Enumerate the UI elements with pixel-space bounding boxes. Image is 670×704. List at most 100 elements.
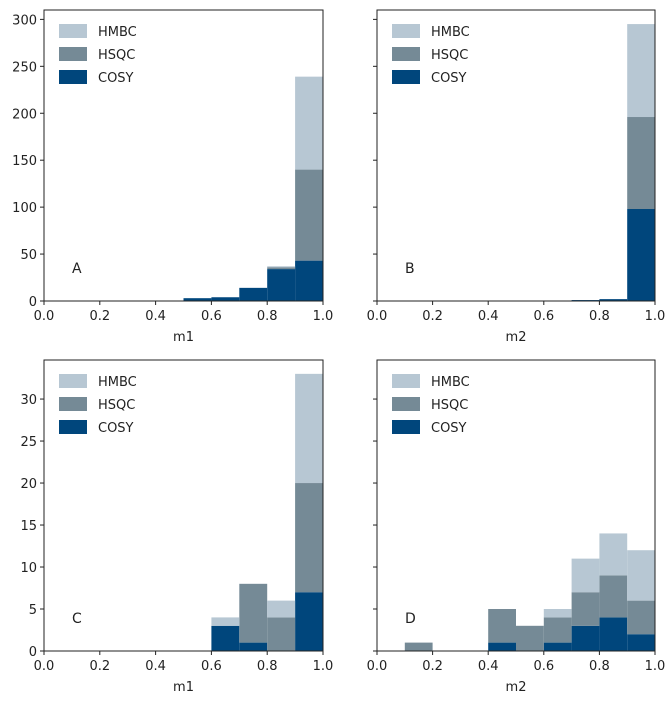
x-tick-label: 1.0 (645, 659, 666, 674)
y-tick-label: 50 (20, 248, 37, 263)
bar-cosy (295, 592, 323, 651)
legend-label: HMBC (98, 25, 137, 40)
bar-hmbc (599, 533, 628, 576)
legend-label: HSQC (431, 48, 468, 63)
x-tick-label: 0.8 (589, 659, 610, 674)
bar-cosy (627, 209, 655, 301)
panel-D: 0.0 0.2 0.4 0.6 0.8 1.0 m2 D HMBC HSQC COSY (367, 359, 666, 695)
bar-cosy (239, 642, 268, 651)
bar-hmbc (295, 373, 323, 484)
bar-hsqc (599, 575, 628, 618)
legend-label: HMBC (98, 375, 137, 390)
legend-swatch-cosy (392, 420, 420, 434)
x-tick-label: 1.0 (313, 659, 334, 674)
x-tick-label: 0.4 (145, 309, 166, 324)
y-tick-label: 100 (12, 201, 37, 216)
bar-hmbc (627, 24, 655, 118)
panel-C: 0.0 0.2 0.4 0.6 0.8 1.0 0 5 10 15 20 25 30 m1 C HMBC HSQ… (20, 359, 334, 695)
x-tick-label: 0.8 (257, 659, 278, 674)
y-tick-label: 150 (12, 154, 37, 169)
x-tick-label: 0.0 (367, 309, 388, 324)
y-tick-label: 5 (29, 603, 37, 618)
y-tick-label: 30 (20, 393, 37, 408)
x-tick-label: 0.0 (34, 659, 55, 674)
legend-swatch-hsqc (392, 397, 420, 411)
legend-swatch-hmbc (392, 24, 420, 38)
bar-hsqc (627, 117, 655, 210)
panel-label: D (405, 611, 416, 627)
bar-cosy (239, 287, 268, 301)
x-tick-label: 0.6 (201, 659, 222, 674)
bar-hmbc (295, 76, 323, 170)
x-tick-label: 1.0 (645, 309, 666, 324)
bar-cosy (599, 617, 628, 651)
axes-frame (376, 9, 656, 302)
panel-A: 0.0 0.2 0.4 0.6 0.8 1.0 0 50 100 150 200 250 300 m1 A H… (12, 9, 334, 345)
y-tick-label: 0 (29, 295, 37, 310)
legend-swatch-hmbc (392, 374, 420, 388)
bar-cosy (488, 642, 516, 651)
panel-label: A (72, 261, 82, 277)
legend-swatch-hsqc (392, 47, 420, 61)
x-tick-label: 0.2 (89, 659, 110, 674)
bar-cosy (211, 297, 240, 301)
bar-hsqc (488, 609, 516, 643)
legend-swatch-hmbc (59, 24, 87, 38)
bar-hsqc (267, 617, 296, 651)
legend-label: HSQC (98, 48, 135, 63)
bar-hsqc (267, 267, 296, 270)
bar-cosy (543, 642, 572, 651)
x-tick-label: 0.8 (257, 309, 278, 324)
bar-hmbc (267, 600, 296, 618)
y-tick-label: 200 (12, 107, 37, 122)
bar-hmbc (571, 558, 600, 593)
bar-hmbc (267, 266, 296, 268)
bar-cosy (183, 298, 212, 301)
x-tick-label: 0.2 (422, 659, 443, 674)
x-tick-label: 0.6 (533, 659, 554, 674)
bar-hsqc (295, 483, 323, 593)
x-tick-label: 0.4 (478, 659, 499, 674)
x-tick-label: 1.0 (313, 309, 334, 324)
panel-label: B (405, 261, 415, 277)
x-tick-label: 0.6 (201, 309, 222, 324)
bar-hsqc (239, 583, 268, 643)
panel-B: 0.0 0.2 0.4 0.6 0.8 1.0 m2 B HMBC HSQC COSY (367, 9, 666, 345)
bar-cosy (211, 625, 240, 651)
bar-hmbc (211, 617, 240, 626)
axes-frame (43, 359, 324, 652)
x-axis-label: m1 (173, 330, 194, 345)
bar-hmbc (543, 609, 572, 618)
legend-label: COSY (431, 71, 467, 86)
x-tick-label: 0.6 (533, 309, 554, 324)
y-tick-label: 0 (29, 645, 37, 660)
bar-hsqc (295, 169, 323, 261)
bar-hsqc (543, 617, 572, 643)
x-tick-label: 0.4 (145, 659, 166, 674)
legend-label: COSY (98, 71, 134, 86)
x-tick-label: 0.0 (34, 309, 55, 324)
bar-hsqc (404, 642, 433, 651)
y-tick-label: 20 (20, 477, 37, 492)
panel-label: C (72, 611, 82, 627)
legend-label: HMBC (431, 25, 470, 40)
x-axis-label: m1 (173, 680, 194, 695)
bar-hmbc (627, 550, 655, 601)
x-axis-label: m2 (506, 680, 527, 695)
bar-cosy (295, 260, 323, 301)
legend-swatch-hsqc (59, 397, 87, 411)
x-tick-label: 0.2 (89, 309, 110, 324)
y-tick-label: 250 (12, 60, 37, 75)
x-tick-label: 0.0 (367, 659, 388, 674)
bar-hsqc (627, 600, 655, 635)
bar-hsqc (516, 625, 544, 651)
y-tick-label: 10 (20, 561, 37, 576)
y-tick-label: 25 (20, 435, 37, 450)
legend-swatch-hmbc (59, 374, 87, 388)
bar-cosy (599, 299, 628, 301)
legend-swatch-cosy (392, 70, 420, 84)
bar-hsqc (571, 592, 600, 626)
y-tick-label: 300 (12, 13, 37, 28)
x-tick-label: 0.2 (422, 309, 443, 324)
